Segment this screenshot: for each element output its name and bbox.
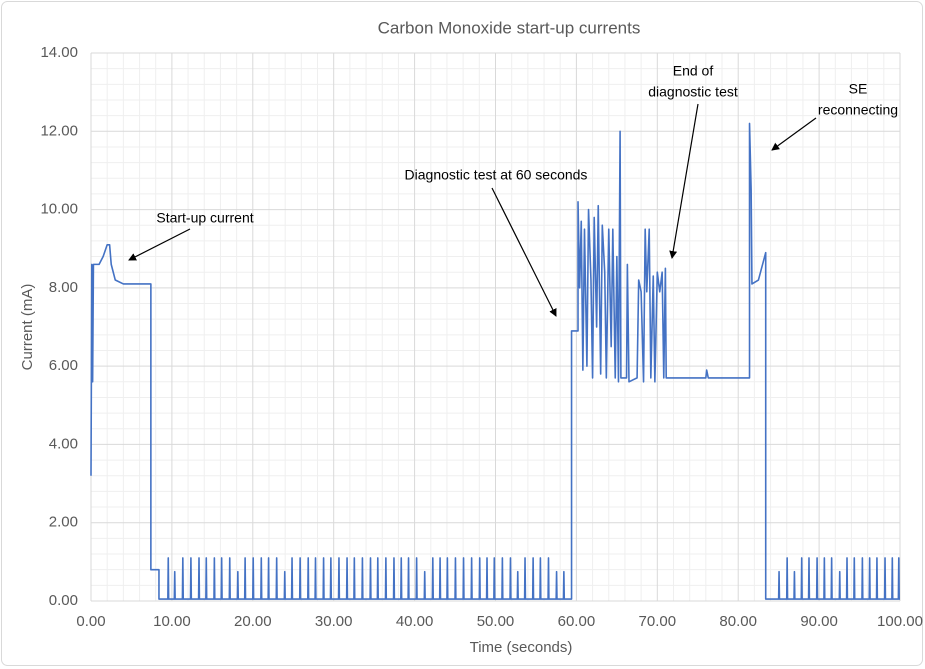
y-axis-title: Current (mA) — [19, 284, 36, 371]
x-tick-label: 80.00 — [719, 613, 757, 630]
annotation-text: Diagnostic test at 60 seconds — [405, 167, 588, 183]
annotation-text: Start-up current — [156, 210, 253, 226]
x-tick-label: 100.00 — [877, 613, 923, 630]
y-tick-label: 0.00 — [49, 592, 78, 609]
x-tick-label: 40.00 — [396, 613, 434, 630]
annotation-arrow — [128, 228, 191, 261]
x-tick-label: 20.00 — [234, 613, 272, 630]
y-tick-label: 8.00 — [49, 279, 78, 296]
x-tick-label: 10.00 — [153, 613, 191, 630]
y-tick-label: 6.00 — [49, 357, 78, 374]
annotation-arrow — [771, 117, 817, 151]
chart-title: Carbon Monoxide start-up currents — [378, 18, 641, 37]
y-tick-label: 14.00 — [40, 44, 78, 61]
data-line — [90, 122, 900, 600]
annotation-arrow — [491, 187, 557, 317]
y-tick-label: 10.00 — [40, 201, 78, 218]
x-tick-label: 70.00 — [639, 613, 677, 630]
x-tick-label: 50.00 — [477, 613, 515, 630]
x-tick-label: 60.00 — [558, 613, 596, 630]
y-tick-label: 2.00 — [49, 514, 78, 531]
y-tick-label: 12.00 — [40, 122, 78, 139]
annotation-text: reconnecting — [818, 102, 898, 118]
y-tick-label: 4.00 — [49, 435, 78, 452]
annotation-text: End of — [673, 63, 714, 79]
annotation-arrow — [669, 103, 699, 259]
annotation-text: SE — [849, 81, 868, 97]
x-tick-label: 90.00 — [800, 613, 838, 630]
x-axis-title: Time (seconds) — [470, 639, 573, 656]
annotation-text: diagnostic test — [648, 84, 738, 100]
x-tick-label: 30.00 — [315, 613, 353, 630]
x-tick-label: 0.00 — [76, 613, 105, 630]
